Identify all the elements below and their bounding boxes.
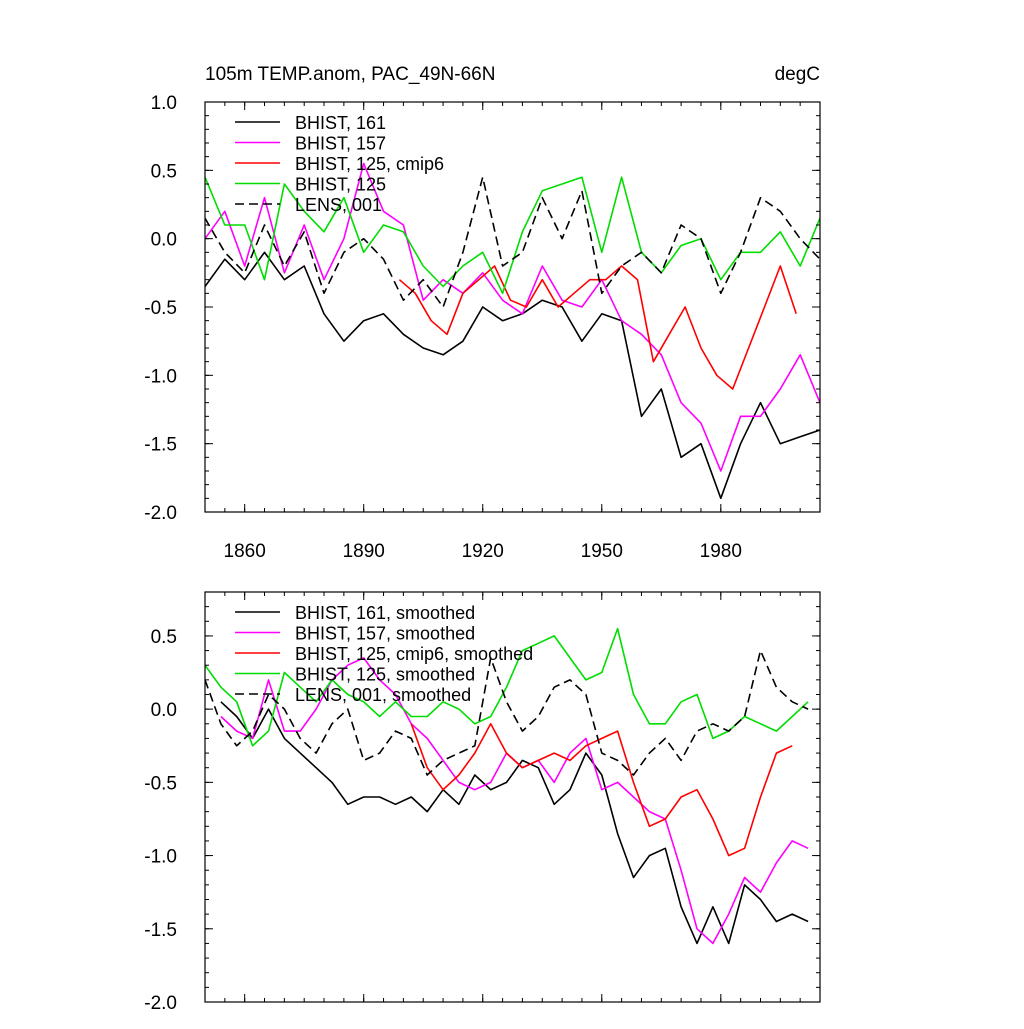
series-line-1 bbox=[205, 251, 820, 500]
x-tick-label: 1860 bbox=[224, 541, 266, 562]
y-tick-label: -1.5 bbox=[144, 920, 177, 941]
x-tick-label: 1980 bbox=[700, 541, 742, 562]
series-group bbox=[205, 627, 809, 945]
y-tick-label: 1.0 bbox=[151, 93, 177, 114]
legend-label: BHIST, 125, smoothed bbox=[295, 665, 475, 685]
y-tick-label: 0.0 bbox=[151, 230, 177, 251]
legend-label: BHIST, 157, smoothed bbox=[295, 624, 475, 644]
chart-units: degC bbox=[775, 64, 820, 85]
y-tick-label: 0.5 bbox=[151, 161, 177, 182]
chart-panel-1: 1.0 0.5 0.0 -0.5 -1.0 -1.5 -2.0 1860 1890 1920 195… bbox=[144, 93, 821, 562]
y-tick-label: -2.0 bbox=[144, 993, 177, 1014]
chart-title: 105m TEMP.anom, PAC_49N-66N bbox=[205, 64, 495, 85]
y-tick-label: -1.0 bbox=[144, 847, 177, 868]
chart-panel-2: 0.5 0.0 -0.5 -1.0 -1.5 -2.0 BHIST, 161, smooth… bbox=[144, 591, 821, 1014]
x-tick-label: 1950 bbox=[581, 541, 623, 562]
x-tick-label: 1890 bbox=[343, 541, 385, 562]
y-tick-label: 0.0 bbox=[151, 700, 177, 721]
legend-label: BHIST, 157 bbox=[295, 134, 386, 154]
legend-label: LENS, 001 bbox=[295, 195, 382, 215]
legend-label: BHIST, 125 bbox=[295, 175, 386, 195]
legend-label: BHIST, 161, smoothed bbox=[295, 603, 475, 623]
y-tick-label: 0.5 bbox=[151, 627, 177, 648]
series-line-5 bbox=[205, 649, 809, 776]
series-line-3 bbox=[410, 722, 793, 857]
legend-label: BHIST, 161 bbox=[295, 113, 386, 133]
series-line-4 bbox=[205, 627, 809, 747]
legend-label: BHIST, 125, cmip6, smoothed bbox=[295, 644, 533, 664]
series-group bbox=[205, 162, 820, 500]
legend-label: LENS, 001, smoothed bbox=[295, 685, 471, 705]
x-tick-label: 1920 bbox=[462, 541, 504, 562]
legend-label: BHIST, 125, cmip6 bbox=[295, 154, 444, 174]
series-line-1 bbox=[220, 701, 809, 945]
y-tick-label: -0.5 bbox=[144, 298, 177, 319]
y-tick-label: -1.0 bbox=[144, 366, 177, 387]
series-line-5 bbox=[205, 176, 820, 308]
y-tick-label: -0.5 bbox=[144, 773, 177, 794]
series-line-4 bbox=[205, 176, 820, 295]
y-tick-label: -2.0 bbox=[144, 503, 177, 524]
y-tick-label: -1.5 bbox=[144, 435, 177, 456]
series-line-3 bbox=[398, 265, 797, 390]
series-line-2 bbox=[205, 162, 820, 472]
